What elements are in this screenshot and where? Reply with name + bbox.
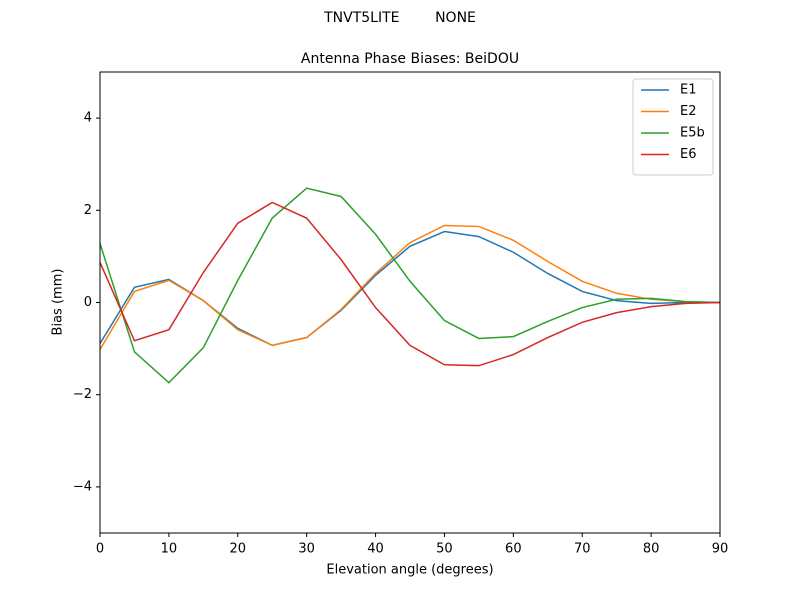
x-tick-label: 10 xyxy=(161,542,178,557)
y-axis-label: Bias (mm) xyxy=(51,269,66,336)
series-line xyxy=(99,224,721,350)
x-tick-label: 70 xyxy=(574,542,591,557)
x-tick-label: 60 xyxy=(505,542,522,557)
chart-title: Antenna Phase Biases: BeiDOU xyxy=(301,51,519,67)
y-tick-label: 2 xyxy=(84,203,92,218)
x-tick-label: 40 xyxy=(367,542,384,557)
x-tick-label: 20 xyxy=(230,542,247,557)
y-tick-label: 0 xyxy=(84,295,92,310)
x-tick-label: 90 xyxy=(712,542,729,557)
y-tick-label: −2 xyxy=(73,387,92,402)
y-tick-label: 4 xyxy=(84,111,92,126)
series-line xyxy=(99,201,721,367)
legend-label: E2 xyxy=(680,104,697,119)
x-tick-label: 0 xyxy=(96,542,104,557)
y-tick-label: −4 xyxy=(73,479,92,494)
x-tick-label: 50 xyxy=(436,542,453,557)
x-axis-label: Elevation angle (degrees) xyxy=(326,563,493,578)
legend-label: E6 xyxy=(680,147,697,162)
series-line xyxy=(99,187,721,384)
legend-box xyxy=(632,78,714,176)
x-tick-label: 80 xyxy=(643,542,660,557)
suptitle: TNVT5LITE NONE xyxy=(323,10,476,26)
legend-label: E1 xyxy=(680,83,697,98)
legend-label: E5b xyxy=(680,126,705,141)
x-tick-label: 30 xyxy=(298,542,315,557)
plot-frame xyxy=(99,71,721,534)
